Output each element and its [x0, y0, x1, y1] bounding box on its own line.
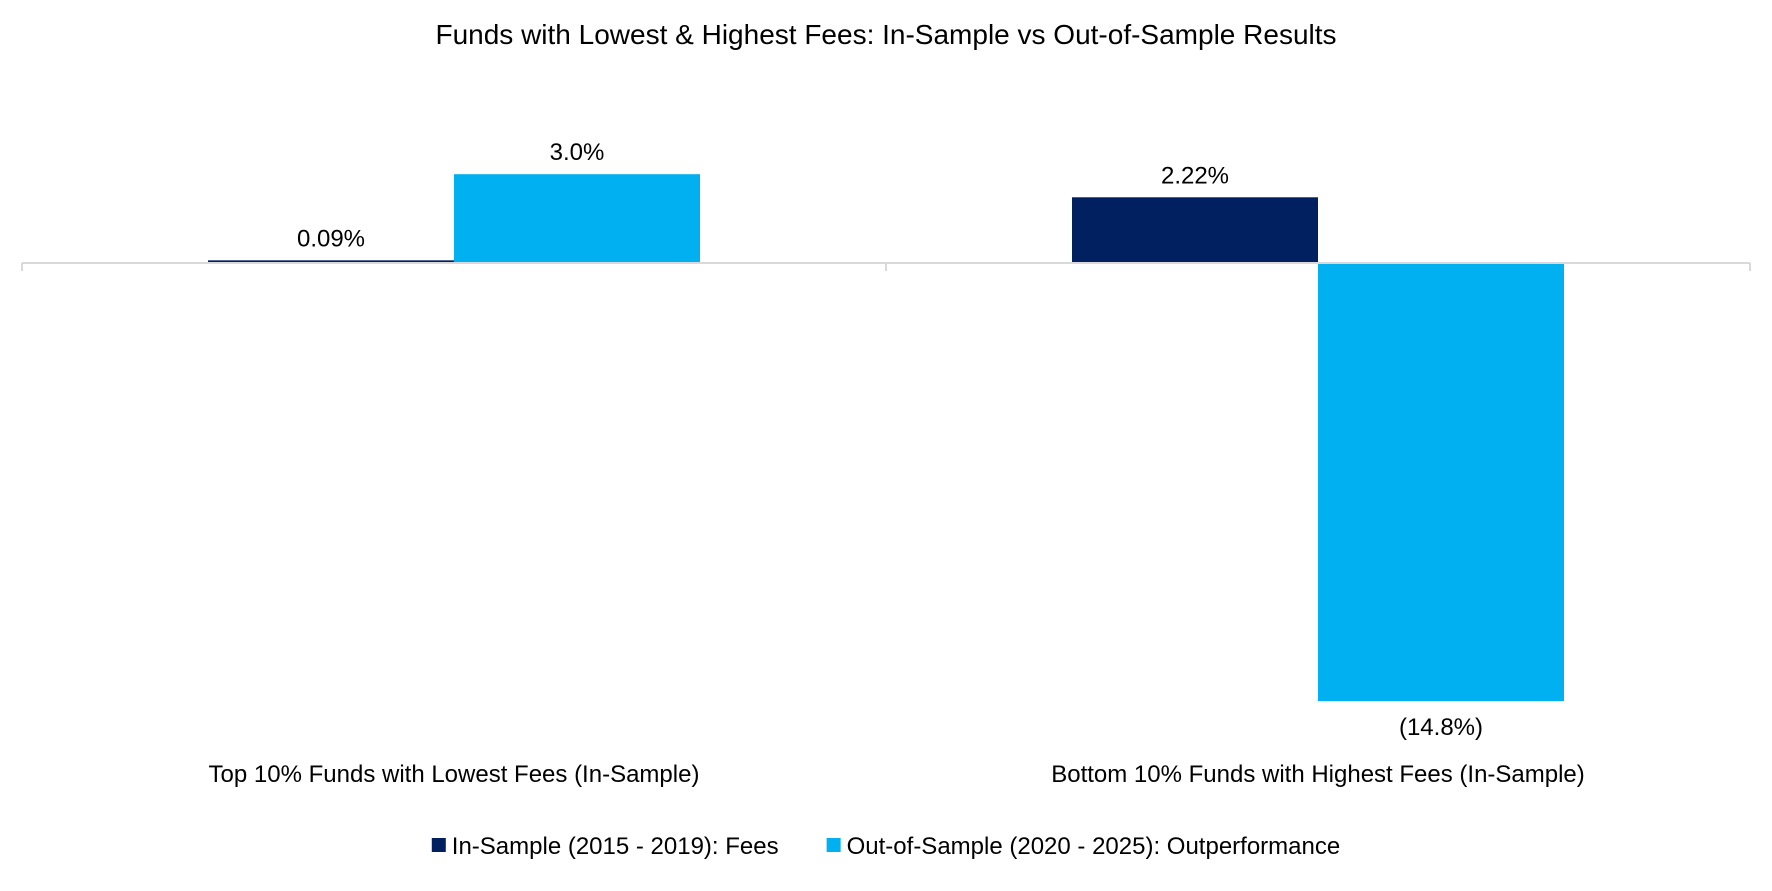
x-tick-label: Top 10% Funds with Lowest Fees (In-Sampl… [209, 761, 700, 788]
bars-layer [208, 174, 1564, 702]
data-label: 3.0% [550, 139, 605, 166]
bar-in-sample-2 [1072, 197, 1318, 263]
legend: In-Sample (2015 - 2019): Fees Out-of-Samp… [431, 833, 1341, 860]
x-tick-label: Bottom 10% Funds with Highest Fees (In-S… [1051, 761, 1585, 788]
data-label: 0.09% [297, 225, 365, 252]
legend-swatch [826, 838, 841, 852]
bar-out-of-sample-2 [1318, 263, 1564, 702]
labels-layer: 0.09% 3.0% Top 10% Funds with Lowest Fees … [209, 139, 1585, 788]
data-label: (14.8%) [1399, 714, 1483, 741]
axis-layer [21, 262, 1751, 271]
chart-title: Funds with Lowest & Highest Fees: In-Sam… [435, 19, 1336, 50]
legend-entry: In-Sample (2015 - 2019): Fees [452, 833, 779, 860]
legend-entry: Out-of-Sample (2020 - 2025): Outperforma… [847, 833, 1341, 860]
bar-out-of-sample-1 [454, 174, 700, 263]
bar-in-sample-1 [208, 260, 454, 263]
legend-swatch [431, 838, 446, 852]
data-label: 2.22% [1161, 162, 1229, 189]
